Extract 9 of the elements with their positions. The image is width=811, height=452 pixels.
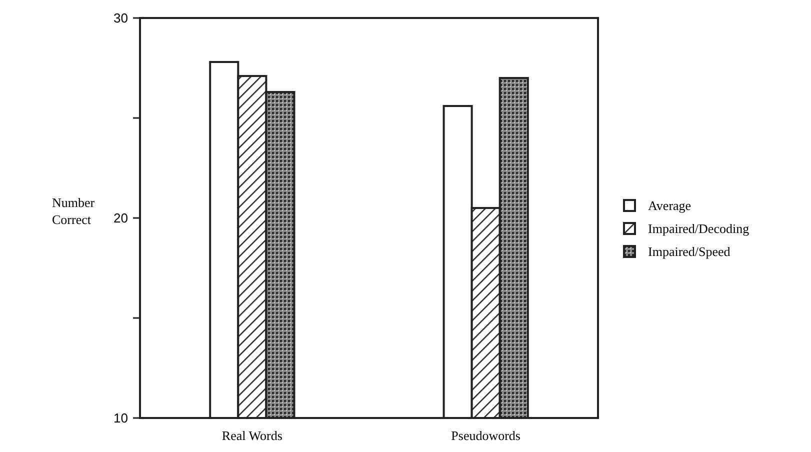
legend-label: Impaired/Speed (648, 244, 731, 259)
x-tick-label: Real Words (222, 428, 282, 443)
x-tick-label: Pseudowords (451, 428, 521, 443)
y-axis-title: Number Correct (52, 195, 96, 227)
y-tick-label: 20 (114, 210, 128, 226)
y-tick-label: 10 (114, 410, 128, 426)
legend-label: Average (648, 198, 692, 213)
y-tick-label: 30 (114, 10, 128, 26)
legend-label: Impaired/Decoding (648, 221, 750, 236)
